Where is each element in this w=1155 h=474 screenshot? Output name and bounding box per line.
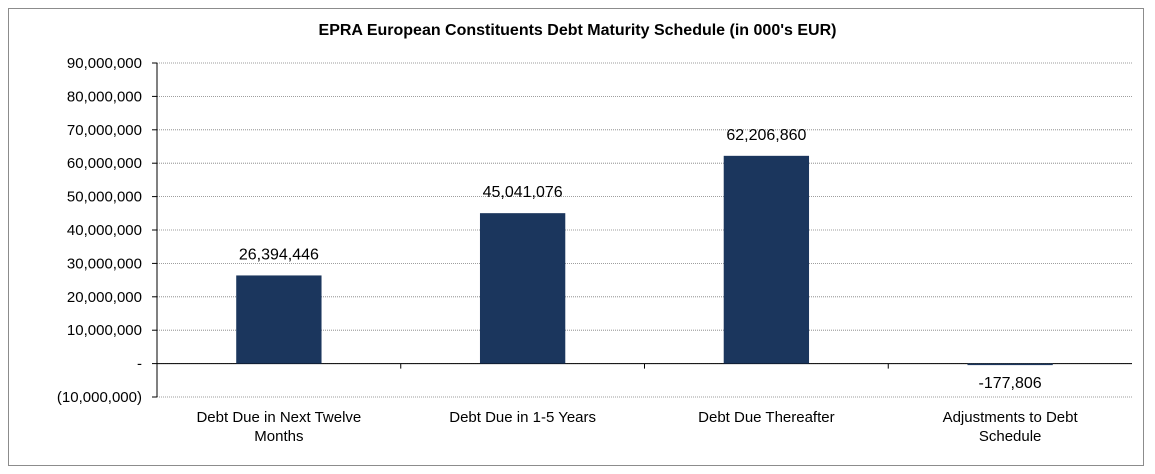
category-label: Schedule bbox=[979, 428, 1042, 445]
category-label: Months bbox=[254, 428, 303, 445]
bar bbox=[236, 275, 322, 364]
chart-title: EPRA European Constituents Debt Maturity… bbox=[318, 22, 837, 39]
category-label: Adjustments to Debt bbox=[943, 409, 1079, 426]
y-tick-label: 60,000,000 bbox=[67, 155, 142, 172]
data-label: 45,041,076 bbox=[483, 184, 563, 201]
y-tick-label: 90,000,000 bbox=[67, 55, 142, 72]
y-tick-label: (10,000,000) bbox=[57, 389, 142, 406]
bar bbox=[723, 155, 810, 364]
y-tick-label: 30,000,000 bbox=[67, 255, 142, 272]
category-label: Debt Due in Next Twelve bbox=[196, 409, 361, 426]
bar bbox=[967, 363, 1053, 366]
y-tick-label: 10,000,000 bbox=[67, 322, 142, 339]
y-tick-label: 50,000,000 bbox=[67, 189, 142, 206]
data-label: 62,206,860 bbox=[726, 127, 806, 144]
y-tick-label: 70,000,000 bbox=[67, 122, 142, 139]
category-label: Debt Due Thereafter bbox=[698, 409, 834, 426]
data-label: -177,806 bbox=[979, 375, 1042, 392]
y-tick-label: 80,000,000 bbox=[67, 88, 142, 105]
y-tick-label: 20,000,000 bbox=[67, 289, 142, 306]
y-tick-label: 40,000,000 bbox=[67, 222, 142, 239]
category-label: Debt Due in 1-5 Years bbox=[449, 409, 596, 426]
y-tick-label: - bbox=[137, 356, 142, 373]
bar bbox=[479, 213, 566, 364]
data-label: 26,394,446 bbox=[239, 246, 319, 263]
chart-frame bbox=[8, 8, 1144, 466]
